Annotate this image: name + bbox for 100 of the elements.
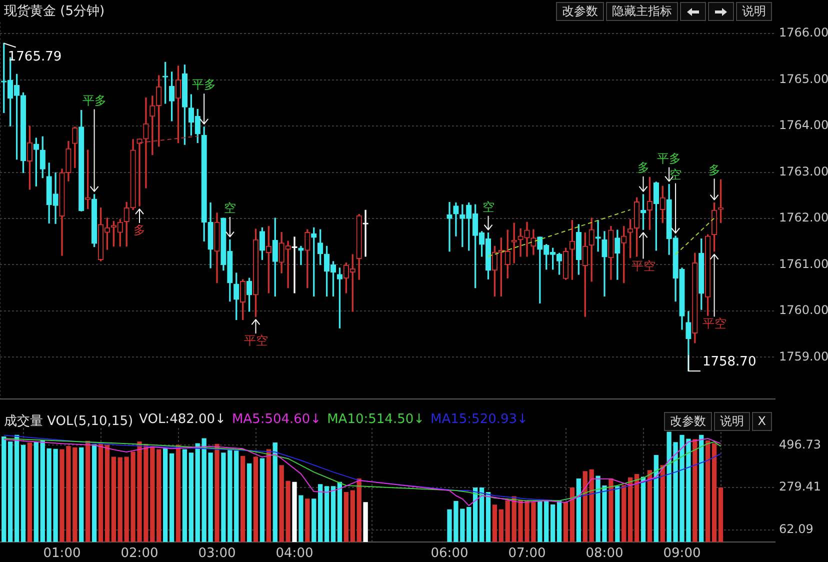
annotation: 1758.70 bbox=[702, 354, 756, 370]
annotation: 平空 bbox=[244, 334, 268, 348]
bar bbox=[34, 442, 38, 542]
bar bbox=[589, 469, 594, 542]
bar bbox=[505, 500, 510, 542]
bar bbox=[356, 478, 362, 542]
annotation: 改参数 bbox=[664, 412, 712, 431]
bar bbox=[40, 440, 45, 542]
bar bbox=[330, 486, 336, 542]
annotation: 平空 bbox=[702, 316, 726, 331]
annotation: 多 bbox=[637, 160, 650, 174]
bar bbox=[118, 457, 122, 542]
x-tick-label: 08:00 bbox=[586, 546, 624, 562]
annotation: 空 bbox=[670, 167, 682, 182]
y-tick-label: 1763.00 bbox=[779, 164, 828, 178]
annotation: 说明 bbox=[714, 412, 750, 431]
annotation: 空 bbox=[482, 200, 494, 214]
x-tick-label: 02:00 bbox=[120, 546, 158, 562]
x-tick-label: 06:00 bbox=[430, 546, 468, 562]
bar bbox=[718, 487, 724, 542]
y-tick-label: 279.41 bbox=[779, 480, 821, 494]
bar bbox=[556, 500, 562, 542]
candlestick bbox=[446, 202, 452, 252]
annotation: 平多 bbox=[192, 78, 216, 92]
bar bbox=[20, 444, 26, 542]
series-label: VOL:482.00↓ bbox=[139, 412, 226, 429]
y-tick-label: 496.73 bbox=[779, 437, 821, 452]
x-tick-label: 03:00 bbox=[198, 546, 236, 562]
bar bbox=[2, 436, 6, 542]
chart-title: 现货黄金 (5分钟) bbox=[4, 3, 105, 20]
bar bbox=[324, 486, 330, 542]
bar bbox=[350, 490, 355, 542]
y-tick-label: 62.09 bbox=[779, 522, 814, 536]
text: 隐藏主指标 bbox=[606, 2, 678, 21]
bar bbox=[712, 443, 717, 542]
bar bbox=[344, 492, 348, 542]
annotation: 1765.79 bbox=[8, 50, 62, 65]
bar bbox=[479, 487, 484, 542]
bar bbox=[188, 452, 194, 542]
candlestick bbox=[136, 138, 142, 206]
bar bbox=[298, 495, 304, 542]
bar bbox=[86, 440, 90, 542]
bar bbox=[660, 465, 665, 542]
x-tick-label: 07:00 bbox=[508, 546, 546, 562]
bar bbox=[538, 500, 542, 542]
text: MA15:520.93↓ bbox=[430, 412, 528, 429]
bar bbox=[492, 504, 498, 542]
bar bbox=[27, 442, 32, 542]
text: 改参数 bbox=[556, 2, 604, 21]
bar bbox=[486, 492, 491, 542]
x-tick-label: 04:00 bbox=[276, 546, 314, 562]
series-label: MA5:504.60↓ bbox=[232, 412, 322, 429]
bar bbox=[706, 440, 710, 542]
annotation: 多 bbox=[134, 223, 146, 238]
bar bbox=[640, 476, 646, 542]
x-tick-label: 09:00 bbox=[663, 546, 701, 562]
bar bbox=[692, 439, 698, 542]
bar bbox=[98, 443, 104, 542]
bar bbox=[608, 478, 614, 542]
annotation: 空 bbox=[224, 201, 236, 216]
bar bbox=[246, 463, 252, 542]
bar bbox=[163, 448, 168, 542]
bar bbox=[544, 500, 549, 542]
annotation: 多 bbox=[708, 162, 720, 177]
bar bbox=[550, 504, 556, 542]
bar bbox=[615, 486, 620, 542]
bar bbox=[634, 474, 640, 542]
bar bbox=[570, 487, 575, 542]
bar bbox=[214, 444, 220, 542]
bar bbox=[654, 454, 658, 542]
bar bbox=[576, 478, 581, 542]
bar bbox=[79, 447, 84, 542]
bar bbox=[182, 449, 188, 542]
y-tick-label: 1762.00 bbox=[779, 210, 828, 225]
bar bbox=[622, 485, 626, 542]
bar bbox=[176, 444, 181, 542]
bar bbox=[582, 471, 588, 542]
bar bbox=[363, 502, 368, 542]
bar bbox=[699, 434, 704, 542]
bar bbox=[305, 498, 310, 542]
bar bbox=[498, 509, 504, 542]
y-tick-label: 1760.00 bbox=[779, 303, 828, 318]
bar bbox=[563, 502, 568, 542]
bar bbox=[260, 458, 265, 542]
bar bbox=[318, 484, 323, 542]
y-tick-label: 1759.00 bbox=[779, 349, 828, 364]
y-tick-label: 1764.00 bbox=[779, 118, 828, 132]
candlestick bbox=[362, 210, 368, 257]
y-tick-label: 1765.00 bbox=[779, 72, 828, 86]
text: MA10:514.50↓ bbox=[327, 412, 425, 429]
bar bbox=[156, 449, 162, 542]
bar bbox=[312, 498, 316, 542]
y-tick-label: 1761.00 bbox=[779, 256, 828, 271]
text: 说明 bbox=[736, 2, 772, 21]
annotation: 平多 bbox=[657, 151, 682, 166]
annotation: 平多 bbox=[82, 93, 106, 108]
candlestick bbox=[143, 97, 149, 188]
bar bbox=[104, 444, 110, 542]
bar bbox=[195, 443, 200, 542]
bar bbox=[111, 456, 116, 542]
